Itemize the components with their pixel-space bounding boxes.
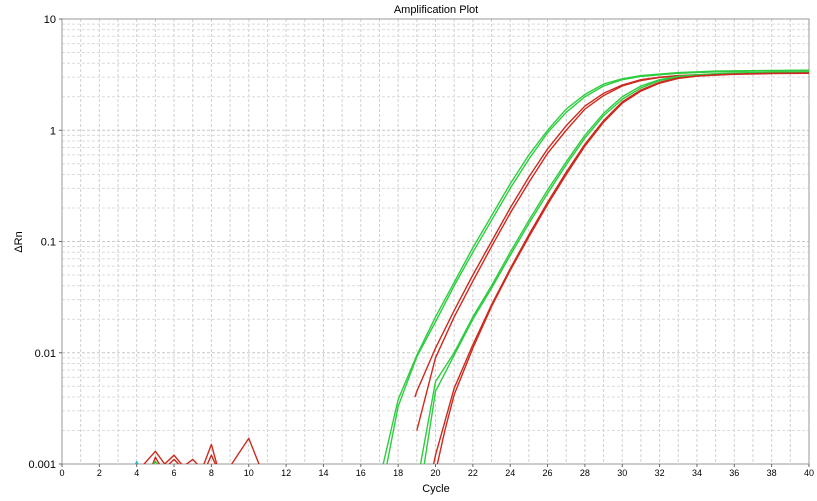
series-layer: [134, 69, 809, 464]
x-tick-label: 28: [580, 468, 590, 478]
y-axis-label: ΔRn: [13, 231, 25, 252]
series-line-4: [416, 72, 809, 431]
series-line-8: [436, 72, 809, 464]
series-line-1: [382, 69, 809, 464]
x-tick-label: 4: [134, 468, 139, 478]
x-tick-label: 30: [617, 468, 627, 478]
x-tick-label: 12: [281, 468, 291, 478]
y-axis-ticks: 0.001 0.01 0.1 1 10: [28, 14, 62, 471]
x-tick-label: 20: [430, 468, 440, 478]
x-tick-label: 14: [318, 468, 328, 478]
y-tick-label: 0.001: [28, 459, 56, 471]
x-axis-ticks: 0 2 4 6 8 10 12 14 16 18 20 22 24 26 28 30 32 34 36 38 40: [59, 464, 814, 478]
x-tick-label: 6: [172, 468, 177, 478]
series-line-3: [414, 71, 809, 398]
x-tick-label: 2: [97, 468, 102, 478]
x-tick-label: 36: [729, 468, 739, 478]
chart-title: Amplification Plot: [394, 4, 478, 16]
series-line-12: [134, 460, 139, 464]
x-tick-label: 26: [543, 468, 553, 478]
x-tick-label: 24: [505, 468, 515, 478]
x-tick-label: 32: [655, 468, 665, 478]
series-line-9: [143, 437, 260, 464]
y-tick-label: 10: [44, 14, 56, 26]
x-axis-label: Cycle: [422, 483, 450, 495]
series-line-6: [423, 71, 809, 464]
x-tick-label: 0: [59, 468, 64, 478]
x-tick-label: 18: [393, 468, 403, 478]
y-tick-label: 0.01: [35, 348, 56, 360]
x-tick-label: 40: [804, 468, 814, 478]
y-tick-label: 0.1: [41, 237, 56, 249]
grid: [62, 19, 809, 464]
x-tick-label: 8: [209, 468, 214, 478]
x-tick-label: 16: [356, 468, 366, 478]
x-tick-label: 38: [767, 468, 777, 478]
x-tick-label: 34: [692, 468, 702, 478]
y-tick-label: 1: [50, 125, 56, 137]
x-tick-label: 22: [468, 468, 478, 478]
series-line-10: [152, 454, 217, 464]
series-line-2: [386, 69, 809, 464]
x-tick-label: 10: [244, 468, 254, 478]
